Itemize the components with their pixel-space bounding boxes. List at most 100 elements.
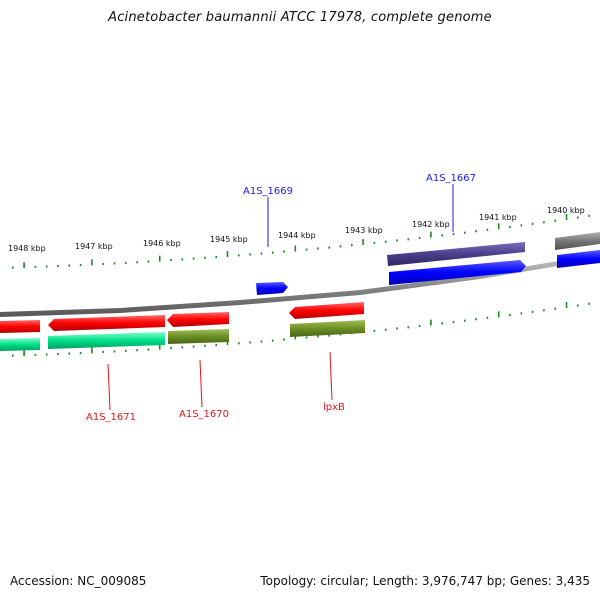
- minor-tick: [260, 252, 263, 255]
- minor-tick: [12, 266, 14, 269]
- minor-tick: [68, 352, 71, 355]
- minor-tick: [12, 354, 14, 357]
- gene-label[interactable]: A1S_1671: [86, 412, 136, 423]
- minor-tick: [238, 342, 240, 345]
- major-tick: [294, 245, 297, 252]
- gene-feature-teal-left[interactable]: [0, 338, 40, 351]
- gene-cds-red-left[interactable]: [0, 320, 40, 333]
- minor-tick: [283, 338, 285, 341]
- minor-tick: [204, 344, 206, 347]
- minor-tick: [396, 327, 398, 330]
- gene-feature-teal[interactable]: [48, 332, 165, 349]
- minor-tick: [57, 265, 59, 268]
- minor-tick: [464, 319, 466, 322]
- kbp-label: 1946 kbp: [143, 239, 181, 248]
- minor-tick: [509, 313, 511, 316]
- minor-tick: [339, 333, 342, 336]
- minor-tick: [328, 334, 330, 337]
- major-tick: [430, 319, 432, 326]
- gene-feature-purple[interactable]: [387, 242, 525, 266]
- reverse-strand-features: [0, 302, 365, 351]
- gene-feature-gray[interactable]: [555, 232, 600, 250]
- kbp-labels: 1948 kbp 1947 kbp 1946 kbp 1945 kbp 1944…: [8, 206, 585, 253]
- kbp-label: 1948 kbp: [8, 244, 46, 253]
- minor-tick: [577, 304, 579, 307]
- major-tick: [430, 231, 432, 238]
- kbp-label: 1943 kbp: [345, 226, 383, 235]
- minor-tick: [170, 259, 172, 262]
- genome-backbone: [0, 254, 600, 317]
- major-tick: [362, 239, 364, 245]
- minor-tick: [317, 335, 319, 338]
- minor-tick: [305, 336, 308, 339]
- minor-tick: [577, 216, 579, 219]
- minor-tick: [249, 253, 251, 256]
- minor-tick: [373, 329, 376, 332]
- minor-tick: [68, 264, 71, 267]
- forward-strand-features: [256, 232, 600, 295]
- upper-tick-ruler: [12, 214, 590, 269]
- minor-tick: [441, 322, 443, 325]
- minor-tick: [192, 345, 195, 348]
- gene-feature-olive-a[interactable]: [168, 329, 229, 344]
- minor-tick: [475, 230, 477, 233]
- minor-tick: [215, 343, 217, 347]
- minor-tick: [464, 231, 466, 234]
- minor-tick: [486, 316, 489, 319]
- major-tick: [497, 311, 500, 318]
- accession-text: Accession: NC_009085: [10, 574, 147, 588]
- gene-cds-lpxB[interactable]: [289, 302, 364, 319]
- minor-tick: [147, 348, 150, 351]
- minor-tick: [509, 225, 511, 228]
- minor-tick: [271, 251, 274, 254]
- major-tick: [91, 347, 93, 354]
- minor-tick: [271, 339, 274, 342]
- minor-tick: [452, 232, 455, 236]
- minor-tick: [305, 248, 308, 251]
- kbp-label: 1940 kbp: [547, 206, 585, 215]
- minor-tick: [588, 302, 590, 305]
- major-tick: [23, 350, 25, 357]
- gene-cds-A1S_1671[interactable]: [48, 315, 165, 331]
- gene-label[interactable]: lpxB: [323, 402, 345, 413]
- minor-tick: [554, 307, 556, 310]
- gene-label[interactable]: A1S_1667: [426, 173, 476, 184]
- minor-tick: [339, 245, 342, 248]
- major-tick: [226, 251, 229, 258]
- minor-tick: [79, 352, 82, 355]
- minor-tick: [147, 260, 150, 263]
- minor-tick: [136, 261, 138, 264]
- minor-tick: [407, 238, 410, 241]
- minor-tick: [170, 347, 172, 350]
- kbp-label: 1945 kbp: [210, 235, 248, 244]
- minor-tick: [588, 214, 590, 217]
- gene-label[interactable]: A1S_1670: [179, 409, 229, 420]
- minor-tick: [34, 265, 37, 268]
- label-leaders: [107, 184, 454, 411]
- minor-tick: [486, 228, 489, 231]
- minor-tick: [125, 261, 127, 264]
- minor-tick: [204, 256, 206, 259]
- minor-tick: [45, 353, 48, 356]
- minor-tick: [215, 255, 217, 259]
- minor-tick: [260, 340, 263, 343]
- minor-tick: [407, 326, 410, 329]
- gene-cds-A1S_1667[interactable]: [389, 260, 526, 285]
- minor-tick: [418, 324, 421, 328]
- gene-feature-olive-b[interactable]: [290, 320, 365, 337]
- minor-tick: [238, 254, 240, 257]
- kbp-label: 1944 kbp: [278, 231, 316, 240]
- minor-tick: [181, 346, 184, 349]
- gene-cds-blue-right[interactable]: [557, 250, 600, 268]
- minor-tick: [102, 350, 104, 354]
- minor-tick: [452, 320, 455, 324]
- major-tick: [497, 223, 500, 230]
- major-tick: [158, 255, 161, 262]
- kbp-label: 1941 kbp: [479, 213, 517, 222]
- minor-tick: [328, 246, 330, 249]
- gene-cds-A1S_1670[interactable]: [167, 312, 229, 327]
- gene-label[interactable]: A1S_1669: [243, 186, 293, 197]
- gene-cds-A1S_1669[interactable]: [256, 282, 288, 295]
- kbp-label: 1947 kbp: [75, 242, 113, 251]
